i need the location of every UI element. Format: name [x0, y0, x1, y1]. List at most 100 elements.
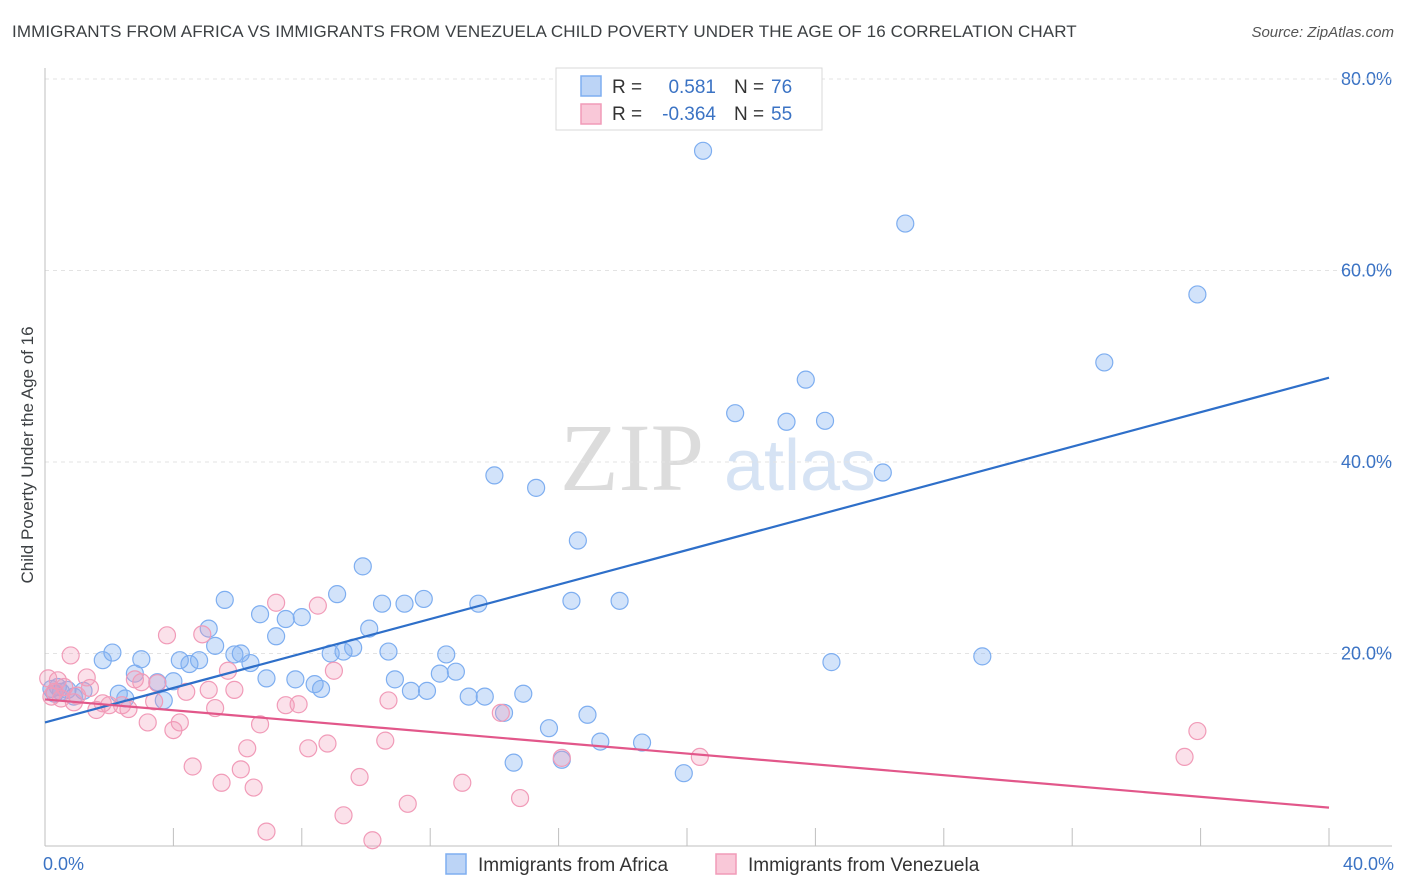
venezuela-point: [77, 668, 96, 687]
africa-point: [562, 591, 581, 610]
source-label: Source: ZipAtlas.com: [1251, 24, 1394, 41]
africa-point: [446, 662, 465, 681]
watermark-zip: ZIP: [560, 404, 704, 511]
legend-africa-swatch: [580, 75, 602, 97]
africa-point: [568, 531, 587, 550]
africa-point: [225, 645, 244, 664]
legend: R = 0.581 N = 76 R = -0.364 N = 55: [555, 67, 823, 131]
africa-point: [896, 214, 915, 233]
grid-lines: 20.0%40.0%60.0%80.0%: [45, 69, 1392, 664]
venezuela-point: [552, 748, 571, 767]
africa-point: [215, 590, 234, 609]
africa-point: [180, 654, 199, 674]
x-tick-label: 0.0%: [43, 854, 84, 874]
venezuela-point: [350, 767, 369, 787]
venezuela-point: [183, 757, 202, 776]
africa-point: [437, 645, 456, 664]
africa-point: [189, 651, 209, 670]
africa-point: [276, 609, 295, 629]
venezuela-point: [231, 760, 250, 779]
venezuela-point: [157, 626, 177, 645]
x-tick-label: 40.0%: [1343, 854, 1394, 874]
africa-point: [267, 627, 286, 646]
africa-point: [1188, 285, 1207, 304]
venezuela-point: [453, 773, 472, 792]
venezuela-point: [324, 661, 343, 680]
venezuela-point: [491, 703, 510, 722]
africa-point: [539, 719, 559, 738]
africa-point: [674, 764, 693, 783]
africa-point: [395, 594, 414, 613]
africa-point: [815, 411, 835, 430]
africa-point: [417, 681, 437, 700]
africa-point: [93, 651, 112, 670]
africa-point: [1095, 353, 1114, 372]
africa-point: [385, 670, 404, 689]
venezuela-point: [206, 698, 225, 718]
venezuela-point: [1175, 747, 1194, 767]
africa-point: [379, 642, 398, 661]
africa-point: [372, 594, 392, 613]
africa-point: [873, 463, 892, 482]
africa-point: [527, 478, 546, 497]
venezuela-point: [244, 778, 263, 797]
y-tick-label: 20.0%: [1341, 644, 1392, 664]
africa-point: [430, 664, 449, 683]
venezuela-point: [170, 713, 189, 732]
africa-point: [796, 370, 815, 389]
venezuela-point: [299, 739, 318, 758]
venezuela-trend-line: [44, 698, 1330, 809]
venezuela-point: [225, 680, 244, 699]
venezuela-points: [39, 593, 1207, 850]
venezuela-point: [80, 678, 100, 698]
africa-point: [292, 608, 311, 627]
africa-point: [578, 705, 597, 724]
legend-africa-n-value: 76: [771, 77, 792, 98]
venezuela-point: [238, 739, 257, 758]
africa-point: [822, 653, 841, 672]
africa-point: [632, 733, 652, 752]
bottom-legend: Immigrants from Africa Immigrants from V…: [445, 853, 980, 876]
africa-point: [286, 670, 305, 689]
chart-title: IMMIGRANTS FROM AFRICA VS IMMIGRANTS FRO…: [12, 22, 1077, 41]
venezuela-point: [267, 593, 286, 612]
venezuela-point: [334, 806, 353, 825]
watermark-atlas: atlas: [724, 426, 876, 506]
legend-venezuela-swatch: [580, 103, 602, 125]
africa-point: [103, 643, 122, 662]
africa-point: [504, 753, 523, 772]
venezuela-point: [318, 734, 337, 753]
bottom-legend-venezuela-swatch: [715, 853, 737, 875]
africa-point: [777, 412, 796, 431]
venezuela-point: [148, 674, 167, 693]
legend-venezuela-n-value: 55: [771, 104, 792, 125]
legend-venezuela-r-label: R =: [612, 104, 642, 125]
legend-africa-r-value: 0.581: [668, 77, 716, 98]
venezuela-point: [510, 788, 530, 808]
africa-point: [311, 679, 331, 699]
venezuela-point: [132, 673, 151, 692]
venezuela-point: [212, 773, 231, 792]
africa-points: [42, 141, 1207, 783]
axes: 0.0% 40.0%: [43, 68, 1394, 874]
africa-point: [414, 589, 433, 609]
y-tick-label: 60.0%: [1341, 261, 1392, 281]
africa-point: [485, 466, 504, 485]
legend-africa-r-label: R =: [612, 77, 642, 98]
africa-point: [231, 644, 250, 663]
africa-point: [132, 650, 151, 669]
africa-point: [170, 651, 189, 670]
africa-point: [206, 636, 225, 655]
africa-trend-line: [44, 376, 1330, 724]
africa-point: [353, 557, 372, 576]
africa-point: [401, 681, 421, 700]
africa-point: [514, 684, 533, 703]
venezuela-point: [193, 625, 212, 644]
y-axis-title: Child Poverty Under the Age of 16: [18, 326, 37, 583]
africa-point: [475, 687, 494, 706]
africa-point: [164, 672, 183, 691]
africa-point: [257, 669, 276, 688]
venezuela-point: [55, 677, 74, 697]
venezuela-point: [61, 646, 80, 665]
